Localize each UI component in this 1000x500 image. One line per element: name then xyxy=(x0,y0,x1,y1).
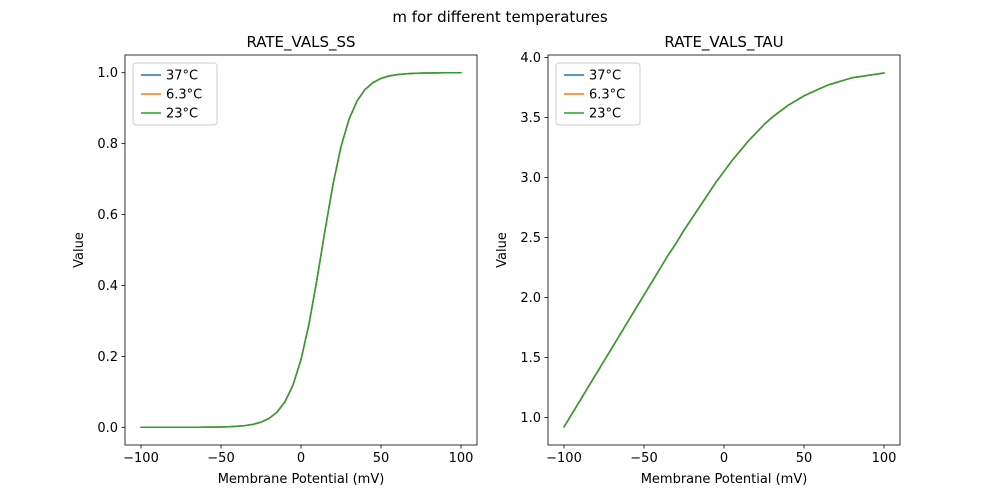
axes-spines xyxy=(547,54,901,446)
x-tick-label: 100 xyxy=(872,451,897,466)
y-tick-label: 1.0 xyxy=(520,411,541,426)
x-tick-label: 0 xyxy=(297,451,305,466)
series-line-6.3C xyxy=(140,72,462,429)
x-axis-label: Membrane Potential (mV) xyxy=(218,472,385,487)
y-tick-label: 1.0 xyxy=(97,66,118,81)
x-tick-label: 50 xyxy=(796,451,813,466)
axes-spines xyxy=(124,54,478,446)
legend-box xyxy=(555,62,641,126)
legend-box xyxy=(132,62,218,126)
subplot-rate-vals-tau: −100 −50 0 50 100 1.0 1.5 2.0 2.5 3.0 3.5 4.0 RATE_V… xyxy=(495,33,901,487)
legend-label: 37°C xyxy=(589,69,621,84)
x-tick-label: −100 xyxy=(123,451,159,466)
y-tick-label: 3.5 xyxy=(520,111,541,126)
y-tick-label: 2.0 xyxy=(520,291,541,306)
x-tick-label: 0 xyxy=(720,451,728,466)
legend-label: 6.3°C xyxy=(166,88,202,103)
series-line-23C xyxy=(563,72,885,428)
y-tick-label: 0.8 xyxy=(97,137,118,152)
x-tick-label: 50 xyxy=(373,451,390,466)
y-tick-label: 0.2 xyxy=(97,350,118,365)
x-tick-label: −50 xyxy=(207,451,234,466)
x-tick-label: −50 xyxy=(630,451,657,466)
y-tick-label: 2.5 xyxy=(520,231,541,246)
series-line-6.3C xyxy=(563,72,885,428)
y-axis-label: Value xyxy=(495,232,510,268)
x-axis-label: Membrane Potential (mV) xyxy=(641,472,808,487)
series-line-37C xyxy=(140,72,462,429)
y-tick-label: 0.0 xyxy=(97,421,118,436)
y-tick-label: 0.6 xyxy=(97,208,118,223)
axes-title: RATE_VALS_SS xyxy=(246,33,355,52)
legend-label: 6.3°C xyxy=(589,88,625,103)
x-tick-label: 100 xyxy=(449,451,474,466)
y-tick-label: 3.0 xyxy=(520,171,541,186)
legend-label: 23°C xyxy=(589,107,621,122)
y-tick-label: 1.5 xyxy=(520,351,541,366)
series-line-37C xyxy=(563,72,885,428)
legend: 37°C 6.3°C 23°C xyxy=(555,62,641,126)
y-tick-label: 4.0 xyxy=(520,51,541,66)
legend: 37°C 6.3°C 23°C xyxy=(132,62,218,126)
x-tick-label: −100 xyxy=(546,451,582,466)
subplot-rate-vals-ss: −100 −50 0 50 100 0.0 0.2 0.4 0.6 0.8 1.0 RATE_VALS… xyxy=(72,33,478,487)
y-tick-label: 0.4 xyxy=(97,279,118,294)
axes-title: RATE_VALS_TAU xyxy=(664,33,783,52)
legend-label: 23°C xyxy=(166,107,198,122)
figure-title: m for different temperatures xyxy=(392,8,608,26)
y-axis-label: Value xyxy=(72,232,87,268)
legend-label: 37°C xyxy=(166,69,198,84)
series-line-23C xyxy=(140,72,462,429)
